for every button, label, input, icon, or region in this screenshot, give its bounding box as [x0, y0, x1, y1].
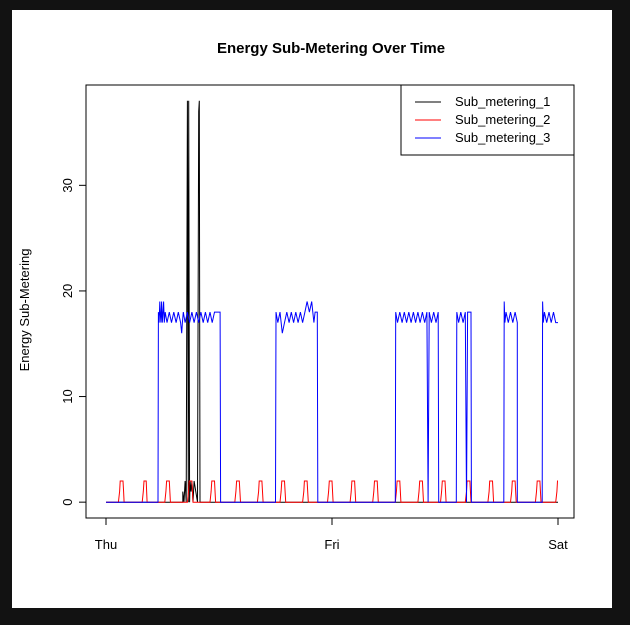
- plot-frame: Energy Sub-Metering Over Time Energy Sub…: [12, 10, 612, 608]
- y-tick-label-0: 0: [60, 499, 75, 506]
- x-tick-label-0: Thu: [95, 537, 117, 552]
- y-tick-label-3: 30: [60, 178, 75, 192]
- legend: Sub_metering_1 Sub_metering_2 Sub_metering…: [400, 84, 575, 156]
- x-axis: Thu Fri Sat: [95, 517, 568, 552]
- series-line-sub-metering-1: [106, 100, 558, 503]
- legend-label-0: Sub_metering_1: [455, 94, 550, 109]
- legend-box: [400, 84, 575, 156]
- x-tick-label-2: Sat: [548, 537, 568, 552]
- y-axis-label: Energy Sub-Metering: [17, 249, 32, 372]
- series-group: [106, 100, 558, 503]
- series-line-sub-metering-2: [106, 480, 558, 503]
- chart-title: Energy Sub-Metering Over Time: [217, 40, 445, 57]
- x-tick-label-1: Fri: [324, 537, 339, 552]
- legend-label-2: Sub_metering_3: [455, 130, 550, 145]
- y-tick-label-2: 20: [60, 284, 75, 298]
- y-axis: 0 10 20 30: [60, 178, 87, 506]
- y-tick-label-1: 10: [60, 389, 75, 403]
- series-line-sub-metering-3: [106, 301, 558, 503]
- legend-label-1: Sub_metering_2: [455, 112, 550, 127]
- energy-chart: Energy Sub-Metering Over Time Energy Sub…: [17, 40, 575, 552]
